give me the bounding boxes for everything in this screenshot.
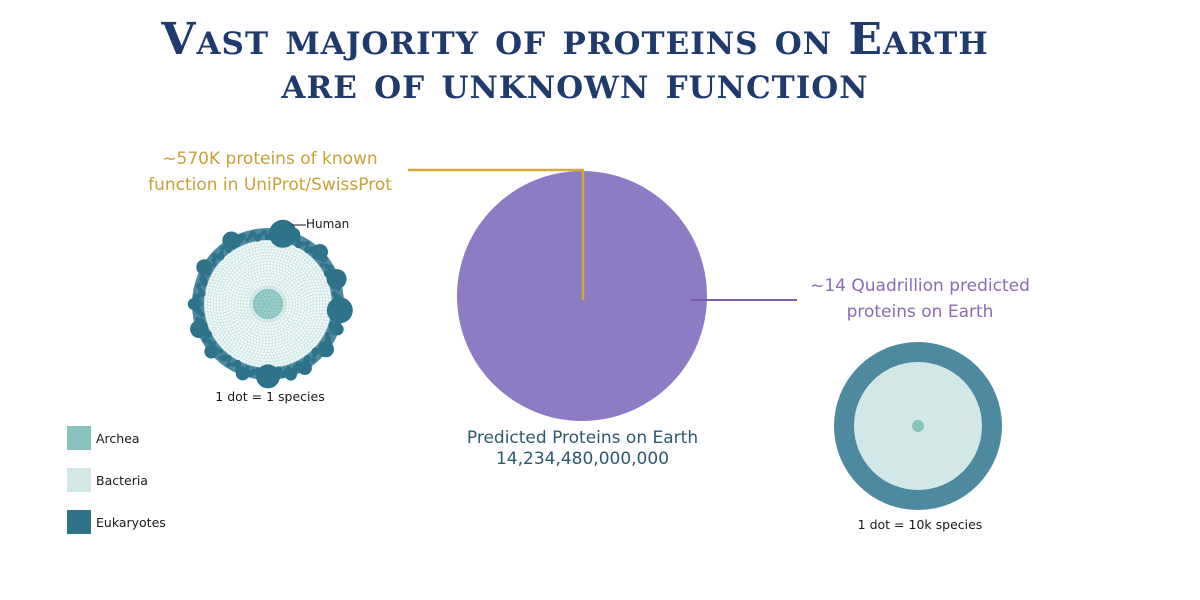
archea-dots (255, 291, 281, 317)
species-circle-packing (187, 219, 353, 389)
legend: Archea Bacteria Eukaryotes (67, 426, 166, 552)
predicted-proteins-annotation: ~14 Quadrillion predicted proteins on Ea… (780, 273, 1060, 325)
pie-caption-value: 14,234,480,000,000 (495, 449, 670, 469)
known-function-annotation: ~570K proteins of known function in UniP… (100, 146, 440, 198)
legend-label-bacteria: Bacteria (96, 472, 148, 488)
dot-caption-10k: 1 dot = 10k species (857, 517, 983, 532)
predicted-annotation-line-1: ~14 Quadrillion predicted (810, 276, 1030, 296)
legend-item-eukaryotes: Eukaryotes (67, 510, 166, 534)
bacteria-dots (204, 240, 332, 368)
eukaryotes-dots (187, 219, 353, 389)
title-line-1: Vast majority of proteins on Earth (161, 14, 989, 65)
legend-swatch-bacteria (67, 468, 91, 492)
legend-swatch-archea (67, 426, 91, 450)
pie-caption: Predicted Proteins on Earth 14,234,480,0… (430, 428, 735, 470)
legend-swatch-eukaryotes (67, 510, 91, 534)
title-line-2: are of unknown function (281, 58, 869, 109)
species-10k-circle-packing (834, 342, 1002, 510)
legend-item-archea: Archea (67, 426, 166, 450)
archea-core (253, 289, 283, 319)
page-title: Vast majority of proteins on Earth are o… (0, 18, 1150, 106)
archea-10k-dot (912, 420, 924, 432)
predicted-annotation-line-2: proteins on Earth (846, 302, 994, 322)
known-annotation-line-1: ~570K proteins of known (162, 149, 378, 169)
known-annotation-line-2: function in UniProt/SwissProt (148, 175, 392, 195)
pie-chart (408, 168, 797, 421)
pie-caption-title: Predicted Proteins on Earth (466, 428, 699, 448)
dot-caption-species: 1 dot = 1 species (215, 389, 325, 404)
legend-item-bacteria: Bacteria (67, 468, 166, 492)
human-label: Human (306, 217, 350, 231)
legend-label-archea: Archea (96, 430, 140, 446)
legend-label-eukaryotes: Eukaryotes (96, 514, 166, 530)
